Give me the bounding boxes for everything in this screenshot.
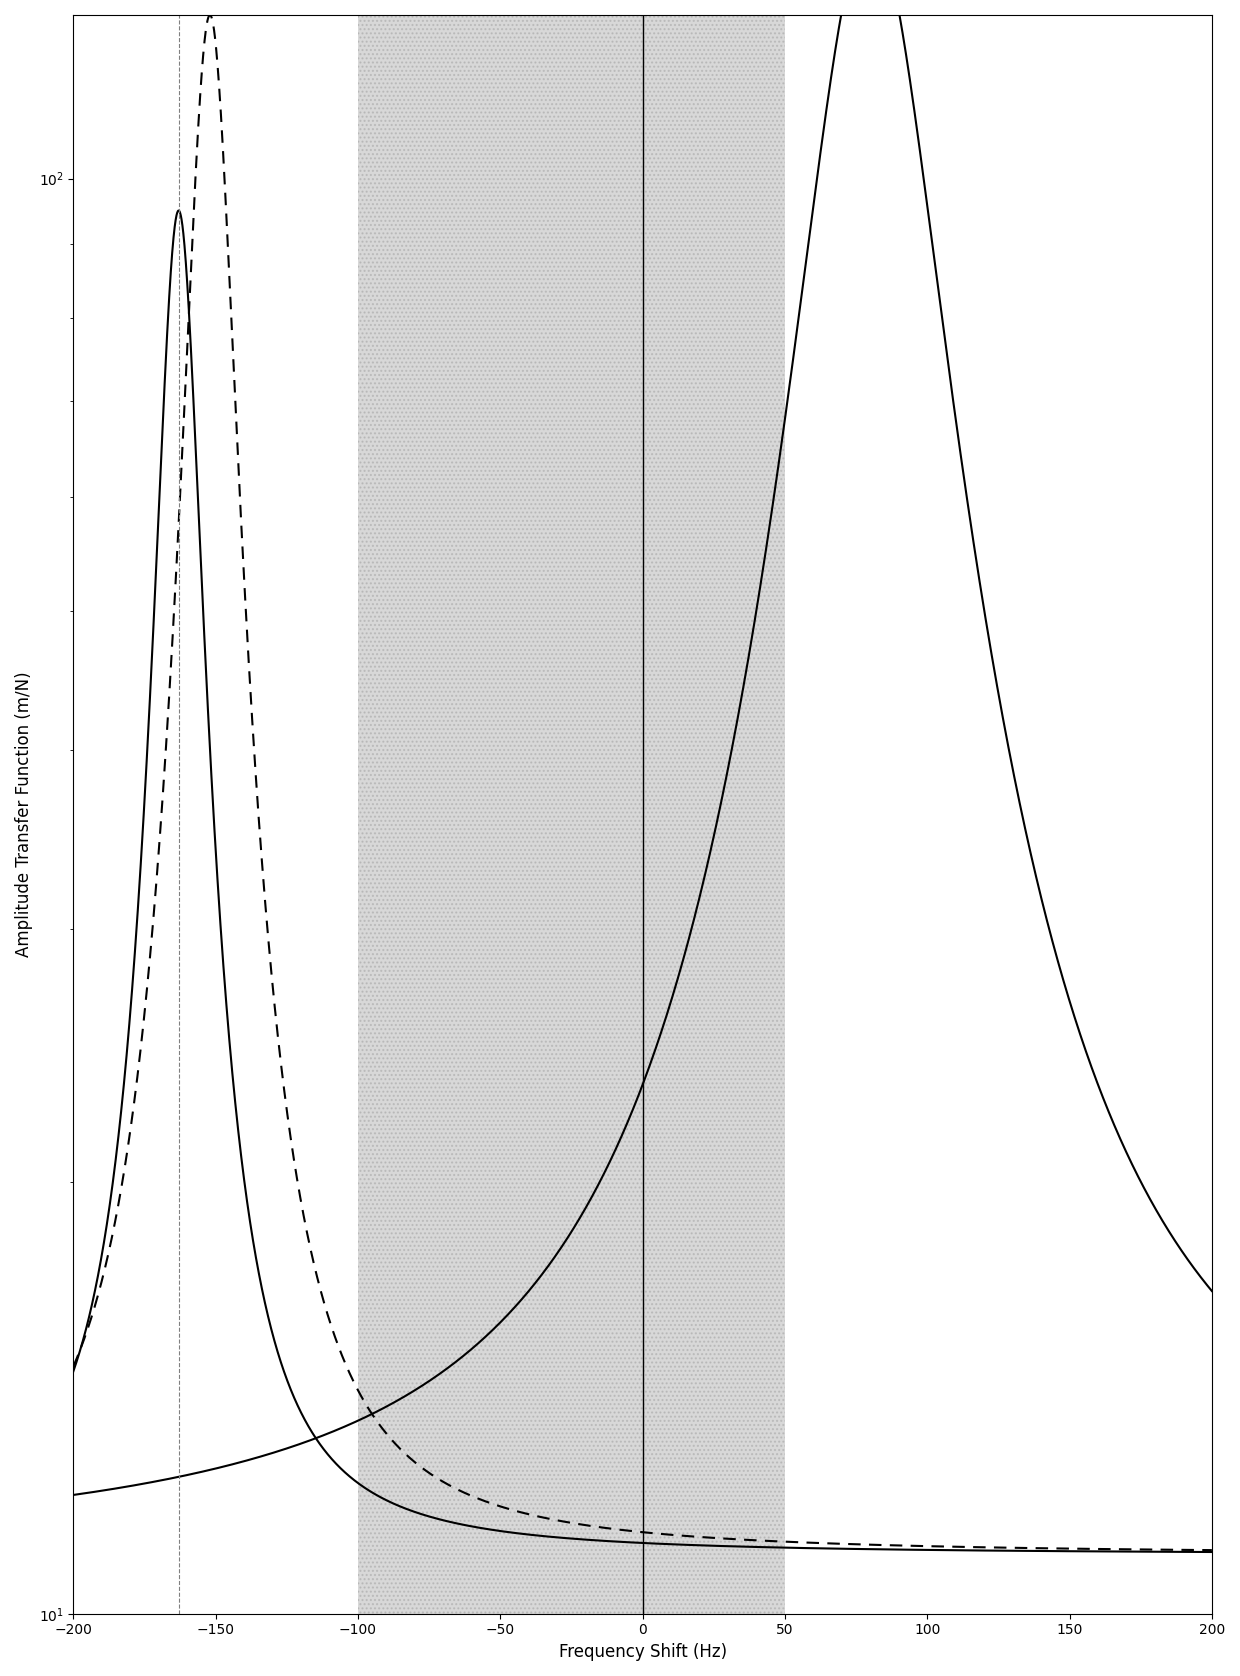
- 220: [171, 201, 186, 221]
- 200A: [1002, 744, 1017, 764]
- 200A_dashed: [806, 1534, 821, 1554]
- 200A_dashed: [273, 1049, 288, 1069]
- 200A_dashed: [1002, 1537, 1017, 1557]
- Bar: [358, 15, 785, 1614]
- 200A: [1204, 1280, 1219, 1301]
- 220: [915, 1540, 930, 1560]
- 220: [749, 1537, 764, 1557]
- 200A_dashed: [501, 1498, 516, 1518]
- 200A_dashed: [66, 1356, 81, 1376]
- 200A_dashed: [202, 5, 217, 25]
- Line: 220: 220: [73, 211, 1211, 1552]
- 220: [1002, 1540, 1017, 1560]
- 220: [273, 1351, 288, 1371]
- 200A_dashed: [749, 1530, 764, 1550]
- Y-axis label: Amplitude Transfer Function (m/N): Amplitude Transfer Function (m/N): [15, 672, 33, 957]
- 220: [806, 1539, 821, 1559]
- Line: 200A_dashed: 200A_dashed: [73, 15, 1211, 1550]
- 200A: [501, 1304, 516, 1324]
- Line: 200A: 200A: [73, 0, 1211, 1495]
- 200A_dashed: [1204, 1540, 1219, 1560]
- 200A: [273, 1441, 288, 1461]
- X-axis label: Frequency Shift (Hz): Frequency Shift (Hz): [558, 1642, 727, 1661]
- 200A_dashed: [915, 1535, 930, 1555]
- 200A: [915, 164, 930, 184]
- 220: [1204, 1542, 1219, 1562]
- 200A: [806, 193, 821, 213]
- 220: [66, 1361, 81, 1381]
- 220: [501, 1522, 516, 1542]
- 200A: [749, 602, 764, 622]
- 200A: [66, 1485, 81, 1505]
